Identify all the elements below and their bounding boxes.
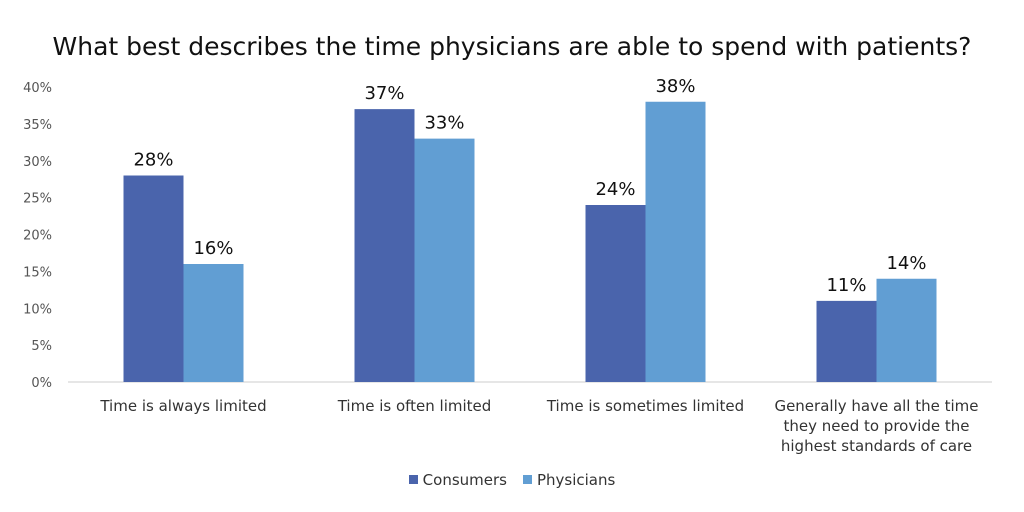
x-tick-label: highest standards of care — [781, 437, 972, 455]
x-tick-label: Time is sometimes limited — [546, 397, 744, 415]
y-tick-label: 5% — [31, 339, 52, 354]
data-label: 11% — [826, 275, 866, 296]
legend-label: Consumers — [422, 470, 507, 489]
y-tick-label: 25% — [23, 192, 52, 207]
y-tick-label: 35% — [23, 118, 52, 133]
bar-consumers — [354, 109, 415, 382]
data-label: 33% — [424, 113, 464, 134]
data-label: 16% — [193, 238, 233, 259]
data-label: 37% — [364, 83, 404, 104]
y-tick-label: 40% — [23, 81, 52, 96]
chart-title: What best describes the time physicians … — [52, 32, 972, 61]
x-tick-label: Time is always limited — [99, 397, 266, 415]
bar-physicians — [414, 138, 475, 382]
legend-swatch — [522, 475, 532, 484]
bar-physicians — [876, 278, 937, 382]
data-label: 14% — [886, 253, 926, 274]
x-tick-label: Generally have all the time — [774, 397, 978, 415]
legend-swatch — [408, 475, 418, 484]
legend: Consumers Physicians — [0, 470, 1024, 489]
legend-item: Physicians — [522, 470, 616, 489]
data-label: 24% — [595, 179, 635, 200]
y-tick-label: 0% — [31, 376, 52, 391]
y-tick-label: 30% — [23, 155, 52, 170]
data-label: 28% — [133, 150, 173, 171]
x-tick-label: Time is often limited — [337, 397, 492, 415]
bar-consumers — [816, 300, 877, 382]
x-tick-label: they need to provide the — [783, 417, 969, 435]
bar-consumers — [585, 205, 646, 382]
bar-physicians — [183, 264, 244, 382]
y-tick-label: 10% — [23, 302, 52, 317]
bar-consumers — [123, 175, 184, 382]
y-tick-label: 15% — [23, 265, 52, 280]
data-label: 38% — [655, 76, 695, 97]
y-tick-label: 20% — [23, 229, 52, 244]
bar-physicians — [645, 101, 706, 382]
legend-label: Physicians — [536, 470, 616, 489]
legend-item: Consumers — [408, 470, 507, 489]
